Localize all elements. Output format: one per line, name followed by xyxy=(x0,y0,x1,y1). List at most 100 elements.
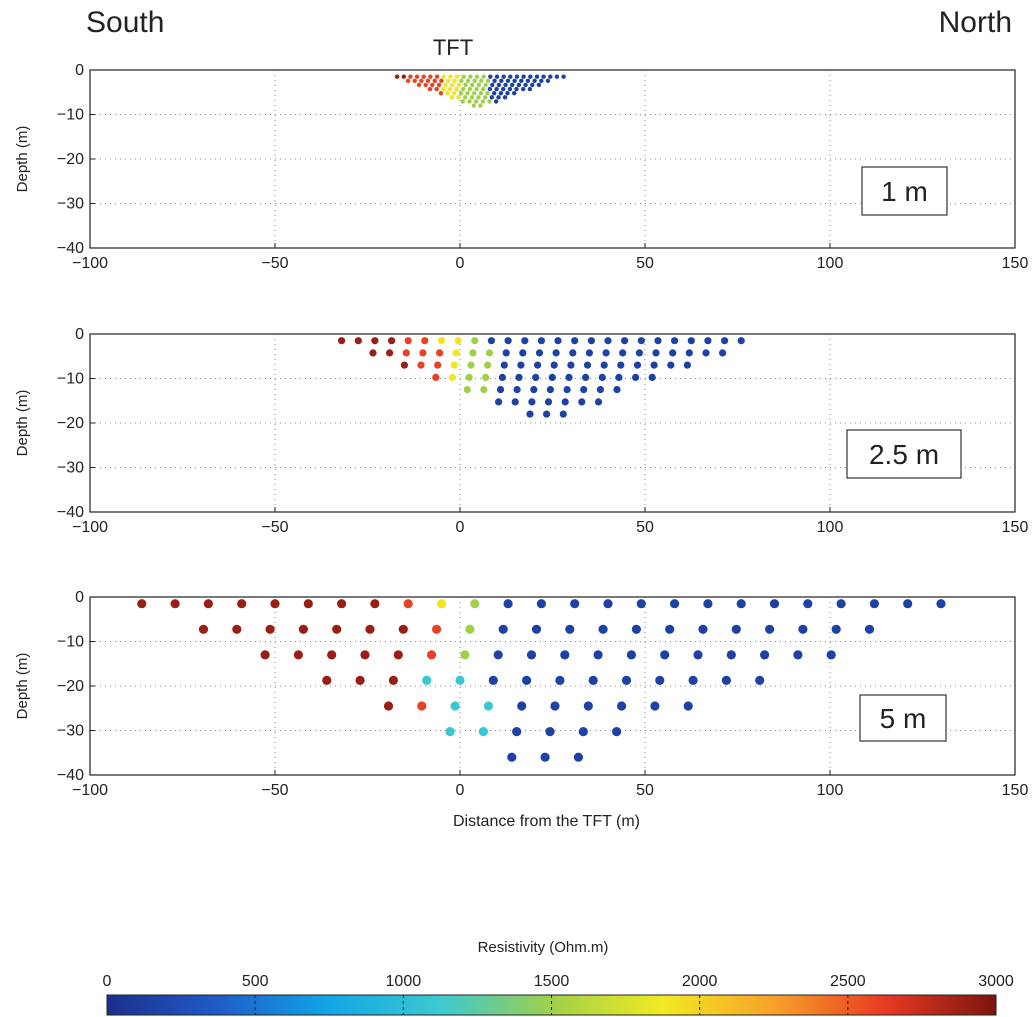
data-point xyxy=(450,82,455,88)
data-point xyxy=(470,599,480,609)
data-point xyxy=(354,337,362,345)
data-point xyxy=(498,91,504,96)
data-point xyxy=(490,82,495,88)
data-point xyxy=(237,599,247,609)
x-tick-label: 0 xyxy=(456,519,465,536)
data-point xyxy=(463,386,471,394)
data-point xyxy=(632,373,640,381)
data-point xyxy=(650,361,658,369)
data-point xyxy=(427,650,437,660)
data-point xyxy=(583,701,593,711)
panel-3: −100 −50 0 50 100 150 0 −10 −20 −30 −40 Depth (m) Di… xyxy=(14,589,1028,830)
data-point xyxy=(487,337,495,345)
data-point xyxy=(445,78,451,84)
data-point xyxy=(447,86,453,92)
data-point xyxy=(371,337,379,345)
data-point xyxy=(419,78,424,84)
x-tick-label: 0 xyxy=(456,782,465,799)
data-point xyxy=(532,373,540,381)
data-point xyxy=(543,410,551,418)
data-point xyxy=(596,386,605,394)
data-point xyxy=(402,349,410,357)
data-point xyxy=(760,650,770,660)
data-point xyxy=(582,373,590,381)
colorbar-tick-label: 0 xyxy=(103,973,112,990)
data-point xyxy=(514,86,519,92)
data-point xyxy=(650,701,660,711)
x-tick-label: −50 xyxy=(261,519,288,536)
data-point xyxy=(496,386,505,394)
data-point xyxy=(505,91,510,96)
data-point xyxy=(554,74,560,79)
data-point xyxy=(535,349,544,357)
data-point xyxy=(496,95,501,100)
data-point xyxy=(485,91,490,96)
data-point xyxy=(427,86,433,92)
data-point xyxy=(550,361,558,369)
data-point xyxy=(327,650,337,660)
data-point xyxy=(519,349,527,357)
x-tick-label: −100 xyxy=(72,782,108,799)
data-point xyxy=(465,624,475,634)
data-point xyxy=(550,701,560,711)
data-point xyxy=(548,74,553,79)
data-point xyxy=(507,752,517,762)
data-point xyxy=(503,599,513,609)
data-point xyxy=(423,82,428,88)
x-tick-label: 0 xyxy=(456,255,465,272)
data-point xyxy=(598,624,608,634)
y-tick-label: −10 xyxy=(57,371,84,388)
data-point xyxy=(478,103,483,108)
data-point xyxy=(432,624,442,634)
data-point xyxy=(198,624,209,634)
data-point xyxy=(403,599,413,609)
data-point xyxy=(478,727,488,737)
data-point xyxy=(383,701,394,711)
data-point xyxy=(388,337,396,345)
data-point xyxy=(512,78,517,84)
data-point xyxy=(560,650,570,660)
data-point xyxy=(648,373,656,381)
data-point xyxy=(521,337,529,345)
data-point xyxy=(669,349,677,357)
data-point xyxy=(498,373,506,381)
data-point xyxy=(481,86,486,92)
data-point xyxy=(525,78,531,84)
x-tick-label: 150 xyxy=(1002,782,1029,799)
x-tick-label: −100 xyxy=(72,255,108,272)
data-point xyxy=(470,82,475,88)
y-tick-label: −10 xyxy=(57,634,84,651)
data-point xyxy=(456,95,461,100)
data-point xyxy=(621,675,632,686)
data-point xyxy=(693,650,703,660)
data-point xyxy=(487,99,492,104)
data-point xyxy=(803,599,813,609)
data-point xyxy=(517,361,525,369)
data-point xyxy=(404,337,412,345)
data-point xyxy=(826,650,836,660)
data-point xyxy=(498,624,508,634)
y-tick-label: −20 xyxy=(57,151,84,168)
data-point xyxy=(516,82,522,88)
data-point xyxy=(501,86,506,92)
data-point xyxy=(388,675,398,686)
data-point xyxy=(583,361,592,369)
data-point xyxy=(417,361,425,369)
y-tick-label: 0 xyxy=(75,326,84,343)
data-point xyxy=(514,74,520,79)
data-point xyxy=(492,91,497,96)
data-point xyxy=(461,74,466,79)
data-point xyxy=(400,361,408,369)
data-point xyxy=(721,337,729,345)
data-point xyxy=(540,752,550,762)
data-point xyxy=(737,337,745,345)
spacing-label: 5 m xyxy=(880,703,927,734)
y-tick-label: 0 xyxy=(75,589,84,606)
data-point xyxy=(793,650,803,660)
data-point xyxy=(593,650,603,660)
data-point xyxy=(484,361,492,369)
panel-2: −100 −50 0 50 100 150 0 −10 −20 −30 −40 Depth (m) 2.… xyxy=(14,326,1028,536)
data-point xyxy=(469,349,477,357)
data-point xyxy=(496,82,502,88)
data-point xyxy=(476,95,481,100)
